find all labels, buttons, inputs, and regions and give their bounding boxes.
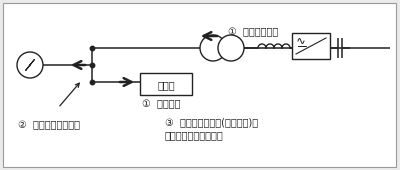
Text: ①  出力アップ中: ① 出力アップ中 — [228, 27, 278, 37]
Circle shape — [17, 52, 43, 78]
Text: ③  自立電源の制御(出力抑制)が: ③ 自立電源の制御(出力抑制)が — [165, 117, 258, 127]
Bar — [292, 33, 330, 59]
Circle shape — [218, 35, 244, 61]
Text: ①  負荷減少: ① 負荷減少 — [142, 99, 180, 109]
Circle shape — [200, 35, 226, 61]
Bar — [140, 73, 192, 95]
Text: 負　荷: 負 荷 — [157, 80, 175, 90]
Text: ②  逆潯流になるも、: ② 逆潯流になるも、 — [18, 120, 80, 130]
Text: うまくいかないおそれ: うまくいかないおそれ — [165, 130, 224, 140]
